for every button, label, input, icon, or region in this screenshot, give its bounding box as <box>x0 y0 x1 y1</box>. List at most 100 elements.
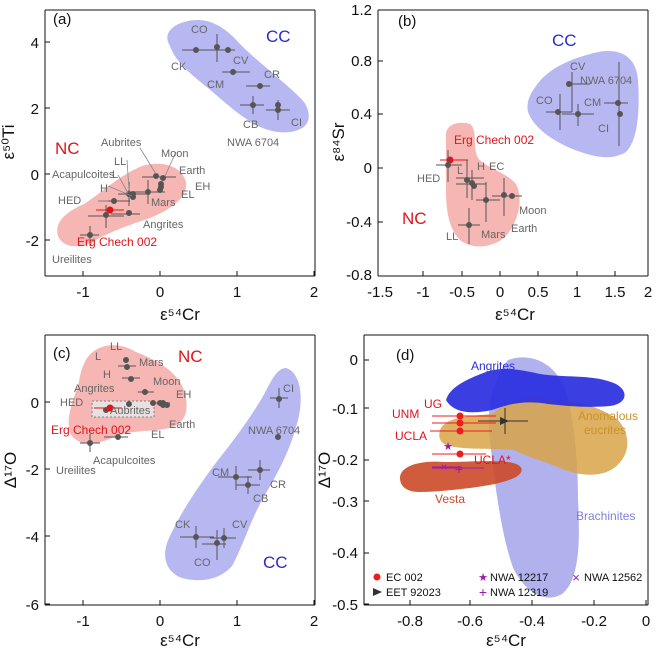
panel-b-group-nc: NC <box>402 209 427 228</box>
panel-b-regions <box>445 51 639 247</box>
panel-c-label-mars: Mars <box>139 357 164 369</box>
label-ug: UG <box>424 397 442 411</box>
panel-c-label-co: CO <box>194 557 211 569</box>
point-ec-b <box>471 183 477 189</box>
point-cv-c <box>221 535 227 541</box>
panel-b-xtick-8: 2 <box>644 284 652 301</box>
panel-a-label-ci: CI <box>291 117 302 129</box>
panel-b-points <box>436 62 628 244</box>
panel-a-label-lines <box>89 147 177 247</box>
region-label-brachinites: Brachinites <box>576 509 635 523</box>
panel-c-ytick-2: -4 <box>26 529 39 546</box>
panel-a: (a) CC NC CO CV CK CM CR CB CI NWA 6704 … <box>0 9 318 324</box>
panel-a-ytick-3: 2 <box>31 101 39 118</box>
point-ll-b <box>466 222 472 228</box>
point-hed-b <box>445 162 451 168</box>
panel-c-xtick-3: 1 <box>233 613 241 630</box>
panel-c-points <box>80 357 288 560</box>
panel-c-ylabel: Δ¹⁷O <box>1 452 20 488</box>
legend-eet92023-marker <box>373 588 382 596</box>
panel-d-ytick-2: -0.4 <box>332 545 358 562</box>
point-h-c <box>128 376 134 382</box>
point-nwa12562: × <box>440 460 447 474</box>
region-vesta <box>400 461 522 492</box>
panel-a-xlabel: ε⁵⁴Cr <box>160 305 200 324</box>
panel-b-ytick-2: -0.4 <box>346 214 372 231</box>
panel-d-xtick-2: -0.6 <box>457 613 483 630</box>
panel-c: (c) NC CC CI NWA 6704 CM CR CB CK CV CO … <box>1 334 318 650</box>
panel-b-ytick-3: 0 <box>364 160 372 177</box>
legend-nwa12319-marker: + <box>479 584 487 600</box>
panel-a-ytick-2: 0 <box>31 167 39 184</box>
point-h <box>130 194 136 200</box>
region-cc-b <box>527 51 639 158</box>
panel-b-xtick-5: 0.5 <box>528 284 549 301</box>
panel-c-label-angrites: Angrites <box>74 383 115 395</box>
legend-nwa12217-marker: ★ <box>478 572 488 584</box>
point-nwa6704-b <box>615 100 621 106</box>
panel-a-label-angrites: Angrites <box>143 219 184 231</box>
panel-b-label-erg-chech-002: Erg Chech 002 <box>454 133 534 147</box>
region-cc-c <box>165 368 301 581</box>
point-acapulcoites <box>111 198 117 204</box>
panel-b-label-ll: LL <box>446 231 458 243</box>
panel-c-group-nc: NC <box>178 347 203 366</box>
panel-a-label-erg-chech-002: Erg Chech 002 <box>77 235 157 249</box>
panel-a-label-nwa6704: NWA 6704 <box>227 137 279 149</box>
point-ck-c <box>193 534 199 540</box>
point-nwa12319: + <box>455 461 463 477</box>
panel-a-label-cb: CB <box>243 119 258 131</box>
panel-b-label-earth: Earth <box>511 223 537 235</box>
point-ci-c <box>276 396 282 402</box>
panel-d-tag: (d) <box>396 347 414 364</box>
panel-b-xtick-1: -1.5 <box>367 284 393 301</box>
point-ci-b <box>617 111 623 117</box>
region-nc-b <box>445 122 520 247</box>
panel-a-label-ureilites: Ureilites <box>52 254 92 266</box>
point-hed <box>103 212 109 218</box>
panel-a-label-cm: CM <box>207 79 224 91</box>
point-el-c <box>164 402 170 408</box>
panel-c-label-cb: CB <box>253 493 268 505</box>
point-cm-c <box>233 474 239 480</box>
panel-c-label-hed: HED <box>60 397 83 409</box>
point-moon-b <box>501 192 507 198</box>
panel-c-text: (c) NC CC CI NWA 6704 CM CR CB CK CV CO … <box>1 341 318 650</box>
point-co <box>214 44 220 50</box>
panel-a-label-ll: LL <box>114 156 126 168</box>
panel-b-label-nwa6704: NWA 6704 <box>580 75 632 87</box>
panel-a-label-h: H <box>100 183 108 195</box>
point-ec002-unm <box>456 412 464 420</box>
panel-b-xtick-7: 1.5 <box>605 284 626 301</box>
panel-a-label-aubrites: Aubrites <box>101 137 142 149</box>
panel-a-group-cc: CC <box>266 27 291 46</box>
point-ec002-ucla-star <box>456 450 464 458</box>
point-cr <box>257 83 263 89</box>
panel-d-xtick-3: -0.4 <box>519 613 545 630</box>
panel-d-ytick-1: -0.5 <box>332 597 358 614</box>
point-aubrites-c <box>150 400 156 406</box>
panel-a-xtick-3: 1 <box>233 284 241 301</box>
point-mars-c <box>142 389 148 395</box>
panel-c-label-cv: CV <box>232 519 248 531</box>
point-ec002-ucla <box>456 427 464 435</box>
panel-c-label-aubrites: Aubrites <box>110 405 151 417</box>
panel-a-ylabel: ε⁵⁰Ti <box>0 125 18 160</box>
panel-a-regions <box>57 20 309 247</box>
panel-c-group-cc: CC <box>263 553 288 572</box>
panel-b-tag: (b) <box>398 13 416 30</box>
label-unm: UNM <box>392 407 419 421</box>
point-erg-chech-002-a <box>106 206 114 214</box>
panel-a-ytick-4: 4 <box>31 35 39 52</box>
panel-a-label-cv: CV <box>233 55 249 67</box>
region-cc-a <box>167 20 309 133</box>
panel-b-label-cm: CM <box>584 97 601 109</box>
panel-c-label-ureilites: Ureilites <box>56 465 96 477</box>
panel-c-ytick-4: 0 <box>31 395 39 412</box>
panel-a-label-hed: HED <box>58 195 81 207</box>
panel-d-xlabel: ε⁵⁴Cr <box>486 631 526 650</box>
panel-d-ylabel: Δ¹⁷O <box>315 452 334 488</box>
panel-d-ytick-3: -0.3 <box>332 494 358 511</box>
panel-b-label-l: L <box>457 165 463 177</box>
